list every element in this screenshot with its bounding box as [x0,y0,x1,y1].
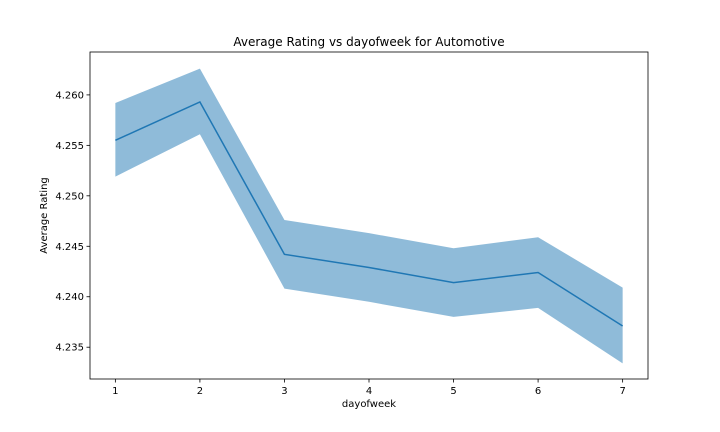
y-axis-label: Average Rating [39,177,50,253]
x-tick-label: 6 [535,386,541,397]
confidence-band-layer [115,68,623,364]
x-tick-label: 5 [450,386,456,397]
x-tick-label: 7 [619,386,625,397]
series-line [115,100,624,327]
y-tick-layer: 4.235 4.240 4.245 4.250 4.255 4.260 [55,90,90,354]
y-tick-label: 4.240 [55,292,84,303]
x-tick-label: 1 [112,386,118,397]
x-tick-label: 4 [366,386,372,397]
y-tick-label: 4.235 [55,343,84,354]
y-tick-label: 4.255 [55,141,84,152]
chart-title: Average Rating vs dayofweek for Automoti… [233,35,504,49]
confidence-band [115,68,623,364]
x-tick-label: 3 [281,386,287,397]
series-line-layer [115,100,624,327]
y-tick-label: 4.260 [55,90,84,101]
y-tick-label: 4.250 [55,191,84,202]
x-tick-layer: 1 2 3 4 5 6 7 [112,379,626,397]
x-tick-label: 2 [197,386,203,397]
x-axis-label: dayofweek [342,399,396,410]
y-tick-label: 4.245 [55,242,84,253]
